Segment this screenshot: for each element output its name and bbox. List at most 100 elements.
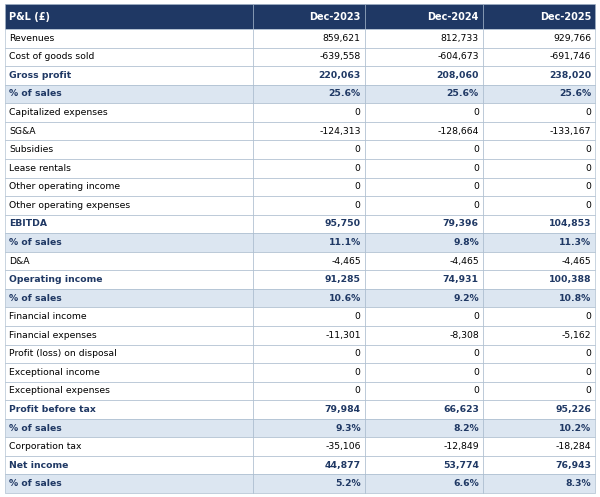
Text: 0: 0	[355, 201, 361, 210]
Text: 74,931: 74,931	[443, 275, 479, 284]
Bar	[365, 289, 483, 308]
Text: 79,984: 79,984	[325, 405, 361, 414]
Bar	[253, 29, 365, 48]
Bar	[483, 382, 595, 400]
Bar	[365, 103, 483, 122]
Text: % of sales: % of sales	[9, 423, 62, 432]
Text: 0: 0	[473, 201, 479, 210]
Text: 0: 0	[585, 312, 591, 321]
Text: -124,313: -124,313	[319, 127, 361, 136]
Text: 0: 0	[585, 108, 591, 117]
Text: -691,746: -691,746	[550, 52, 591, 61]
Bar	[483, 29, 595, 48]
Text: Corporation tax: Corporation tax	[9, 442, 82, 451]
Bar	[5, 196, 253, 215]
Bar	[365, 475, 483, 493]
Text: % of sales: % of sales	[9, 479, 62, 488]
Text: -639,558: -639,558	[319, 52, 361, 61]
Bar	[365, 177, 483, 196]
Text: 5.2%: 5.2%	[335, 479, 361, 488]
Bar	[365, 196, 483, 215]
Text: 25.6%: 25.6%	[559, 89, 591, 98]
Text: 0: 0	[355, 182, 361, 191]
Bar	[253, 308, 365, 326]
Text: 0: 0	[473, 164, 479, 173]
Bar	[253, 215, 365, 233]
Text: 220,063: 220,063	[319, 71, 361, 80]
Text: 0: 0	[473, 349, 479, 358]
Bar	[253, 159, 365, 177]
Text: -4,465: -4,465	[331, 256, 361, 265]
Text: 0: 0	[473, 145, 479, 154]
Text: 8.3%: 8.3%	[565, 479, 591, 488]
Text: Financial income: Financial income	[9, 312, 86, 321]
Text: Other operating expenses: Other operating expenses	[9, 201, 130, 210]
Bar	[483, 122, 595, 140]
Bar	[365, 29, 483, 48]
Text: % of sales: % of sales	[9, 238, 62, 247]
Text: 0: 0	[585, 387, 591, 396]
Text: 91,285: 91,285	[325, 275, 361, 284]
Bar	[5, 308, 253, 326]
Bar	[483, 252, 595, 270]
Text: 76,943: 76,943	[555, 461, 591, 470]
Bar	[483, 400, 595, 419]
Bar	[5, 326, 253, 344]
Text: 44,877: 44,877	[325, 461, 361, 470]
Bar	[5, 419, 253, 437]
Text: 6.6%: 6.6%	[453, 479, 479, 488]
Bar	[5, 252, 253, 270]
Bar	[483, 159, 595, 177]
Bar	[483, 419, 595, 437]
Bar	[365, 363, 483, 382]
Bar	[365, 66, 483, 84]
Text: 79,396: 79,396	[443, 219, 479, 229]
Bar	[253, 140, 365, 159]
Bar	[483, 475, 595, 493]
Bar	[253, 122, 365, 140]
Bar	[365, 159, 483, 177]
Text: 812,733: 812,733	[440, 34, 479, 43]
Text: -133,167: -133,167	[550, 127, 591, 136]
Text: 0: 0	[585, 201, 591, 210]
Bar	[253, 344, 365, 363]
Bar	[5, 29, 253, 48]
Text: 11.3%: 11.3%	[559, 238, 591, 247]
Bar	[365, 456, 483, 475]
Text: 10.8%: 10.8%	[559, 294, 591, 303]
Bar	[365, 326, 483, 344]
Bar	[5, 84, 253, 103]
Bar	[483, 289, 595, 308]
Text: 0: 0	[355, 368, 361, 377]
Bar	[365, 122, 483, 140]
Bar	[5, 456, 253, 475]
Text: -4,465: -4,465	[562, 256, 591, 265]
Bar	[253, 437, 365, 456]
Text: Cost of goods sold: Cost of goods sold	[9, 52, 94, 61]
Bar	[5, 177, 253, 196]
Bar	[483, 270, 595, 289]
Text: 0: 0	[355, 312, 361, 321]
Text: 25.6%: 25.6%	[446, 89, 479, 98]
Bar	[365, 252, 483, 270]
Bar	[253, 84, 365, 103]
Text: 8.2%: 8.2%	[453, 423, 479, 432]
Text: 100,388: 100,388	[548, 275, 591, 284]
Text: Gross profit: Gross profit	[9, 71, 71, 80]
Text: 66,623: 66,623	[443, 405, 479, 414]
Text: -128,664: -128,664	[437, 127, 479, 136]
Text: 53,774: 53,774	[443, 461, 479, 470]
Bar	[365, 344, 483, 363]
Text: 95,750: 95,750	[325, 219, 361, 229]
Text: 0: 0	[585, 368, 591, 377]
Bar	[5, 122, 253, 140]
Text: 0: 0	[355, 108, 361, 117]
Bar	[365, 270, 483, 289]
Text: SG&A: SG&A	[9, 127, 35, 136]
Text: 0: 0	[355, 145, 361, 154]
Bar	[253, 289, 365, 308]
Text: 11.1%: 11.1%	[328, 238, 361, 247]
Text: 238,020: 238,020	[549, 71, 591, 80]
Text: 0: 0	[473, 108, 479, 117]
Bar	[253, 252, 365, 270]
